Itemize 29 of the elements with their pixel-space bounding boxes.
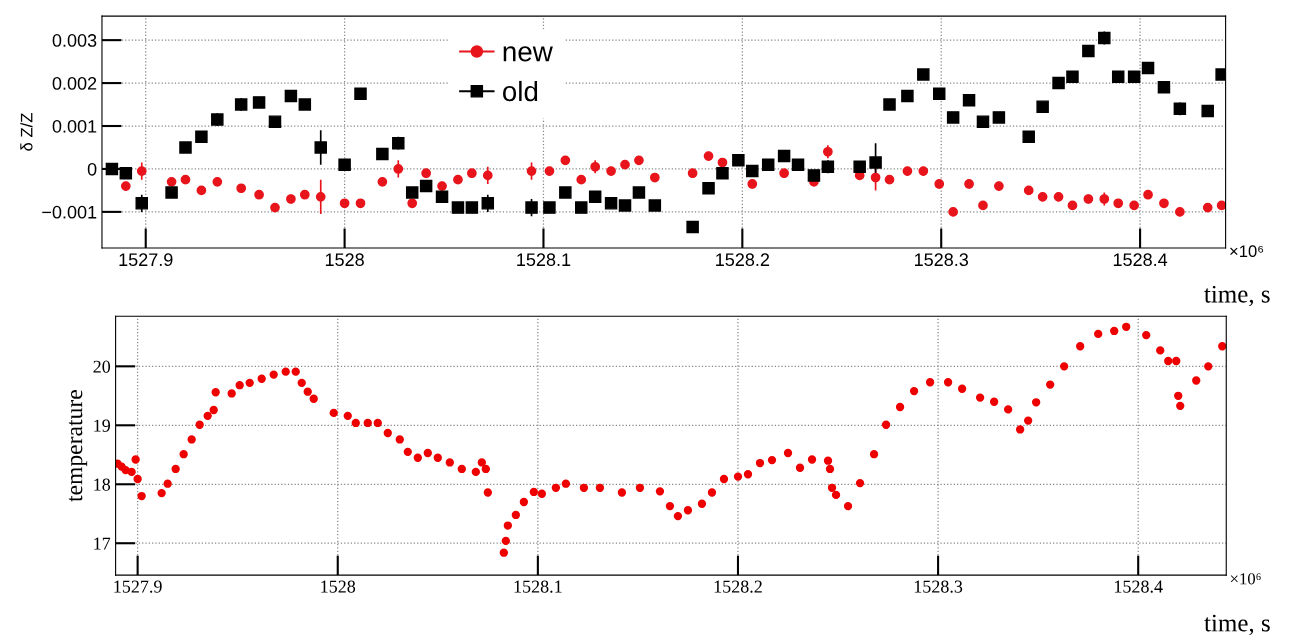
x-tick-label: 1527.9 bbox=[114, 580, 162, 593]
x-axis-title: time, s bbox=[1204, 285, 1270, 307]
y-tick-label: 0.003 bbox=[52, 34, 97, 47]
x-tick-label: 1528.4 bbox=[1113, 253, 1168, 267]
y-tick-label: 0.001 bbox=[52, 119, 97, 133]
y-tick-label: 18 bbox=[94, 478, 111, 491]
x-tick-label: 1528 bbox=[325, 253, 364, 267]
x-tick-label: 1528.4 bbox=[1114, 580, 1163, 593]
x-tick-label: 1528.1 bbox=[514, 580, 562, 593]
y-axis-title: δ Z/Z bbox=[20, 113, 33, 151]
y-axis-title: temperature bbox=[68, 390, 88, 502]
y-tick-label: −0.001 bbox=[42, 205, 97, 219]
x-tick-label: 1528.2 bbox=[714, 580, 762, 593]
y-tick-label: 20 bbox=[93, 360, 111, 373]
text: ×10⁶ bbox=[1230, 573, 1261, 585]
x-tick-label: 1528.2 bbox=[716, 253, 770, 267]
legend-label: new bbox=[503, 46, 553, 62]
x-tick-label: 1528.3 bbox=[914, 253, 969, 267]
x-tick-label: 1528.3 bbox=[914, 580, 963, 593]
y-tick-label: 17 bbox=[94, 537, 111, 550]
y-tick-label: 0.002 bbox=[52, 77, 97, 90]
y-tick-label: 0 bbox=[87, 162, 97, 176]
y-tick-label: 19 bbox=[94, 419, 111, 432]
x-axis-title: time, s bbox=[1204, 614, 1270, 636]
x-tick-label: 1527.9 bbox=[119, 253, 173, 267]
x-tick-label: 1528 bbox=[321, 580, 356, 593]
legend-label: old bbox=[503, 80, 538, 102]
text: ×10⁶ bbox=[1230, 245, 1264, 258]
x-tick-label: 1528.1 bbox=[517, 253, 571, 267]
